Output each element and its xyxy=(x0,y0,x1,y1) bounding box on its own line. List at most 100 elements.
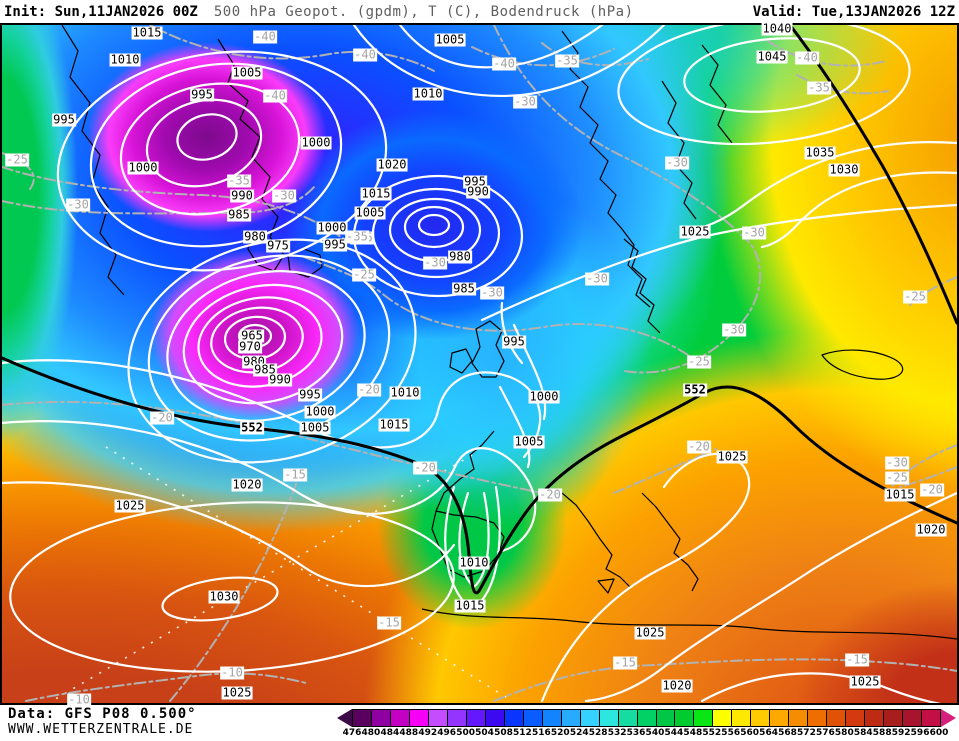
colorbar-tick: 592 xyxy=(891,728,911,738)
coastline xyxy=(597,578,615,594)
colorbar-tick: 556 xyxy=(721,728,741,738)
isotherm-label: -30 xyxy=(722,322,746,337)
geopotential-label: 552 xyxy=(240,420,264,435)
colorbar-tick: 532 xyxy=(607,728,627,738)
isobar-line xyxy=(182,283,344,405)
colorbar-tick: 572 xyxy=(797,728,816,738)
colorbar-tick: 600 xyxy=(929,728,949,738)
colorbar-arrow-left-icon xyxy=(337,709,352,727)
isobar-line xyxy=(89,62,343,248)
isobar-line xyxy=(56,50,388,272)
colorbar-tick: 576 xyxy=(815,728,835,738)
coastline xyxy=(61,25,125,296)
isotherm-label: -35 xyxy=(227,173,251,188)
isobar-line xyxy=(161,576,279,622)
isobar-line xyxy=(417,213,451,237)
isotherm-label: -30 xyxy=(480,285,504,300)
colorbar-cell xyxy=(922,710,941,726)
website-link[interactable]: WWW.WETTERZENTRALE.DE xyxy=(8,722,194,737)
colorbar-cell xyxy=(884,710,904,726)
isotherm-line xyxy=(25,672,307,702)
geopotential-552-line xyxy=(788,25,957,325)
isobar-line xyxy=(403,205,465,249)
colorbar-tick: 552 xyxy=(702,728,722,738)
isotherm-line xyxy=(2,166,345,240)
isobar-label: 1005 xyxy=(513,434,545,449)
isobar-label: 1005 xyxy=(354,205,386,220)
isobar-label: 1000 xyxy=(127,160,159,175)
isotherm-label: -10 xyxy=(67,692,91,707)
colorbar-tick: 540 xyxy=(645,728,665,738)
isobar-label: 1025 xyxy=(716,449,748,464)
isotherm-label: -25 xyxy=(903,289,927,304)
isobar-label: 1015 xyxy=(360,186,392,201)
geopotential-label: 552 xyxy=(683,382,707,397)
isotherm-label: -20 xyxy=(920,482,944,497)
isobar-label: 990 xyxy=(268,372,292,387)
isobar-label: 970 xyxy=(238,339,262,354)
isotherm-line xyxy=(767,40,887,67)
coastline xyxy=(217,38,285,272)
isobar-label: 1015 xyxy=(454,598,486,613)
coastline xyxy=(431,510,505,578)
colorbar-tick: 508 xyxy=(494,728,513,738)
colorbar-tick: 488 xyxy=(399,728,419,738)
isotherm-label: -15 xyxy=(283,467,307,482)
isobar-line xyxy=(617,25,911,146)
isobar-label: 1045 xyxy=(756,49,788,64)
isobar-line xyxy=(498,385,531,469)
coastline xyxy=(421,608,957,640)
isobar-label: 1015 xyxy=(378,417,410,432)
isobar-label: 985 xyxy=(452,281,476,296)
isobar-line xyxy=(147,254,391,442)
isobar-label: 1000 xyxy=(300,135,332,150)
isotherm-label: -25 xyxy=(687,354,711,369)
isotherm-label: -25 xyxy=(5,152,29,167)
isobar-label: 1035 xyxy=(804,145,836,160)
colorbar-tick: 496 xyxy=(437,728,457,738)
colorbar-cell xyxy=(542,710,562,726)
isobar-label: 1030 xyxy=(828,162,860,177)
isotherm-label: -30 xyxy=(423,255,447,270)
isobar-line xyxy=(176,113,238,161)
isobar-line xyxy=(127,238,417,464)
colorbar-tick: 492 xyxy=(418,728,438,738)
colorbar-cell xyxy=(390,710,410,726)
isobar-label: 1025 xyxy=(114,498,146,513)
colorbar-tick: 524 xyxy=(569,728,589,738)
colorbar-cell xyxy=(751,710,771,726)
colorbar-cell xyxy=(675,710,695,726)
isobar-line xyxy=(584,491,957,703)
colorbar-cell xyxy=(466,710,486,726)
isobar-label: 1025 xyxy=(679,224,711,239)
graticule-line xyxy=(51,454,473,702)
isobar-label: 1000 xyxy=(316,220,348,235)
isotherm-line xyxy=(2,401,563,498)
isobar-line xyxy=(166,270,366,422)
isotherm-label: -30 xyxy=(585,271,609,286)
isotherm-label: -40 xyxy=(492,56,516,71)
colorbar-tick: 548 xyxy=(683,728,703,738)
colorbar-tick: 528 xyxy=(588,728,608,738)
isobar-line xyxy=(145,98,263,188)
isobar-label: 995 xyxy=(463,174,487,189)
isobar-label: 1020 xyxy=(661,678,693,693)
isobar-label: 1020 xyxy=(231,477,263,492)
isobar-line xyxy=(540,452,751,703)
isobar-label: 995 xyxy=(52,112,76,127)
coastline xyxy=(561,492,631,588)
colorbar-tick: 520 xyxy=(550,728,570,738)
isobar-label: 1020 xyxy=(915,522,947,537)
isotherm-label: -30 xyxy=(513,94,537,109)
map-footer: Data: GFS P08 0.500° WWW.WETTERZENTRALE.… xyxy=(0,705,959,741)
isotherm-label: -35 xyxy=(345,229,369,244)
isotherm-line xyxy=(303,256,705,368)
colorbar: 476 480 484 488 492 496 500 504 508 512 516 520 524 5… xyxy=(337,709,956,740)
init-label: Init: Sun,11JAN2026 00Z xyxy=(4,3,198,20)
coastline xyxy=(641,492,699,592)
isobar-line xyxy=(352,25,666,97)
isotherm-label: -30 xyxy=(272,188,296,203)
isotherm-label: -20 xyxy=(357,382,381,397)
geopotential-552-line xyxy=(2,356,957,595)
contour-labels-layer: -40-40-40-40-40-35-35-35-35-35-30-30-30-… xyxy=(2,22,957,707)
